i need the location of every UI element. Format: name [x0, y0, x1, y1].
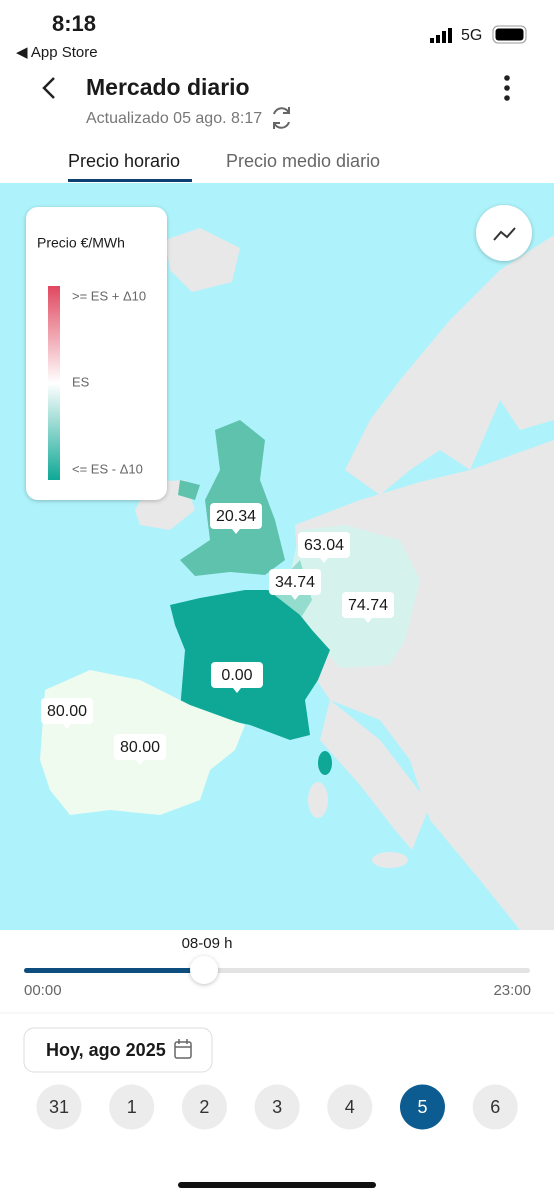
date-label: Hoy, ago 2025: [46, 1040, 166, 1060]
price-box: [114, 734, 166, 760]
legend-label: ES: [72, 374, 90, 389]
price-label: 63.04: [304, 537, 344, 554]
title: Mercado diario: [86, 74, 250, 100]
day-label: 2: [199, 1097, 209, 1117]
day-button[interactable]: [254, 1084, 300, 1130]
day-label: 31: [49, 1097, 69, 1117]
day-label: 1: [127, 1097, 137, 1117]
network: 5G: [461, 27, 482, 44]
legend-card: [26, 207, 167, 500]
home-indicator: [178, 1182, 376, 1188]
price-tail: [364, 618, 372, 623]
legend-label: <= ES - Δ10: [72, 461, 143, 476]
back-button[interactable]: [42, 77, 55, 99]
day-button[interactable]: [400, 1084, 445, 1130]
more-button[interactable]: [504, 75, 510, 101]
battery-level: [495, 28, 524, 41]
slider-end: 23:00: [493, 982, 531, 999]
status-time: 8:18: [52, 11, 96, 36]
battery: [492, 25, 527, 44]
slider-start: 00:00: [24, 982, 62, 999]
corsica: [318, 751, 332, 775]
day-label: 4: [345, 1097, 355, 1117]
price-tail: [233, 688, 241, 693]
price-label: 80.00: [47, 703, 87, 720]
price-tail: [320, 558, 328, 563]
day-button[interactable]: [109, 1084, 155, 1130]
day-button[interactable]: [36, 1084, 82, 1130]
chart-button[interactable]: [476, 205, 532, 261]
price-tail: [136, 760, 144, 765]
tab[interactable]: Precio horario: [68, 151, 180, 171]
price-box: [298, 532, 350, 558]
price-box: [269, 569, 321, 595]
day-label: 3: [272, 1097, 282, 1117]
calendar-icon: [174, 1039, 192, 1059]
uk: [180, 420, 285, 576]
price-box: [342, 592, 394, 618]
tab-indicator: [68, 179, 192, 182]
n-ireland: [178, 480, 200, 500]
price-label: 0.00: [221, 667, 252, 684]
price-box: [211, 662, 263, 688]
day-label: 5: [417, 1097, 427, 1117]
tab[interactable]: Precio medio diario: [226, 151, 380, 171]
legend-title: Precio €/MWh: [37, 235, 125, 251]
price-label: 20.34: [216, 508, 256, 525]
slider-fill: [24, 968, 204, 973]
day-button[interactable]: [472, 1084, 518, 1130]
refresh-button[interactable]: [273, 107, 290, 129]
updated: Actualizado 05 ago. 8:17: [86, 110, 262, 127]
price-label: 80.00: [120, 739, 160, 756]
day-button[interactable]: [327, 1084, 373, 1130]
day-label: 6: [490, 1097, 500, 1117]
legend-label: >= ES + Δ10: [72, 288, 146, 303]
date-picker[interactable]: [23, 1027, 213, 1073]
price-tail: [291, 595, 299, 600]
price-tail: [232, 529, 240, 534]
price-box: [41, 698, 93, 724]
back-app[interactable]: ◀ App Store: [16, 44, 98, 61]
day-button[interactable]: [181, 1084, 227, 1130]
signal: [430, 28, 452, 43]
slider-thumb[interactable]: [190, 956, 218, 984]
price-tail: [63, 724, 71, 729]
slider-value: 08-09 h: [182, 935, 233, 952]
price-box: [210, 503, 262, 529]
price-label: 74.74: [348, 597, 388, 614]
price-label: 34.74: [275, 574, 315, 591]
legend-gradient: [48, 286, 60, 480]
